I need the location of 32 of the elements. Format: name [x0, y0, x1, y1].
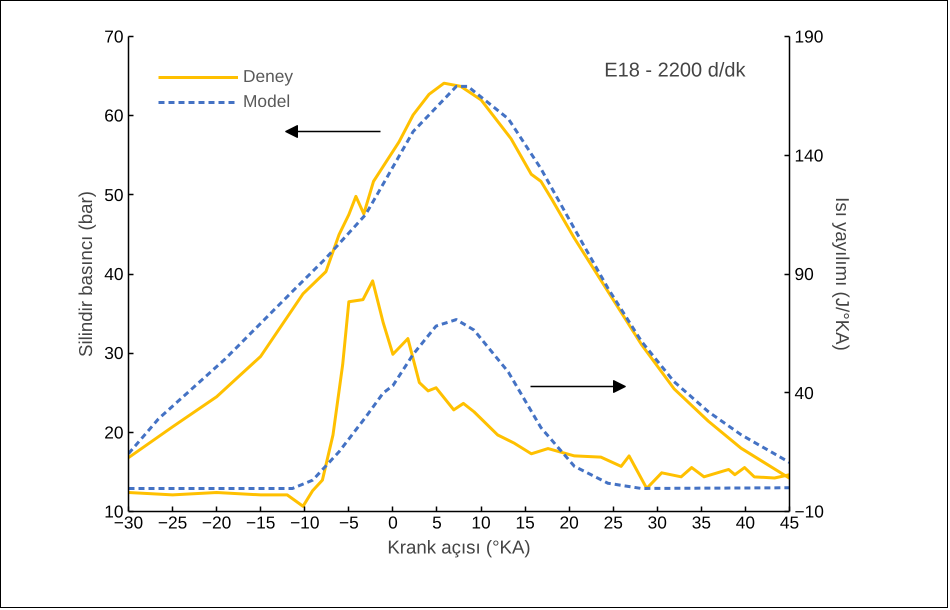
annotation: E18 - 2200 d/dk — [604, 60, 746, 82]
x-tick-label: 35 — [692, 512, 712, 532]
x-axis-title: Krank açısı (°KA) — [387, 536, 531, 558]
y-tick-label: 60 — [104, 106, 124, 126]
x-tick-label: 45 — [780, 512, 800, 532]
x-tick-label: 30 — [648, 512, 667, 532]
y2-tick-label: 190 — [794, 26, 824, 46]
x-tick-label: −15 — [246, 512, 276, 532]
y2-tick-label: 90 — [794, 264, 814, 284]
y-tick-label: 40 — [104, 264, 124, 284]
legend-label: Model — [243, 91, 290, 112]
line-series — [128, 318, 790, 490]
y2-axis-title: Isı yayılımı (J/°KA) — [832, 197, 853, 351]
x-tick-label: 40 — [736, 512, 756, 532]
x-tick-label: 0 — [388, 512, 398, 532]
y-tick-label: 20 — [104, 422, 124, 442]
y-axis-title: Silindir basıncı (bar) — [75, 191, 96, 357]
x-tick-label: −5 — [338, 512, 359, 532]
x-tick-label: −20 — [202, 512, 232, 532]
y-tick-label: 30 — [104, 343, 124, 364]
y-tick-label: 70 — [104, 26, 124, 46]
x-tick-label: 25 — [604, 512, 623, 532]
x-tick-label: 5 — [432, 512, 442, 532]
x-tick-label: 15 — [515, 512, 535, 532]
y2-tick-label: 140 — [794, 145, 824, 166]
x-tick-label: 10 — [471, 512, 491, 532]
x-tick-label: −25 — [158, 512, 188, 532]
y2-tick-label: 40 — [794, 382, 814, 403]
legend-label: Deney — [243, 66, 294, 87]
x-tick-label: 20 — [560, 512, 579, 532]
x-tick-label: −10 — [290, 512, 320, 532]
y-tick-label: 50 — [104, 184, 124, 205]
